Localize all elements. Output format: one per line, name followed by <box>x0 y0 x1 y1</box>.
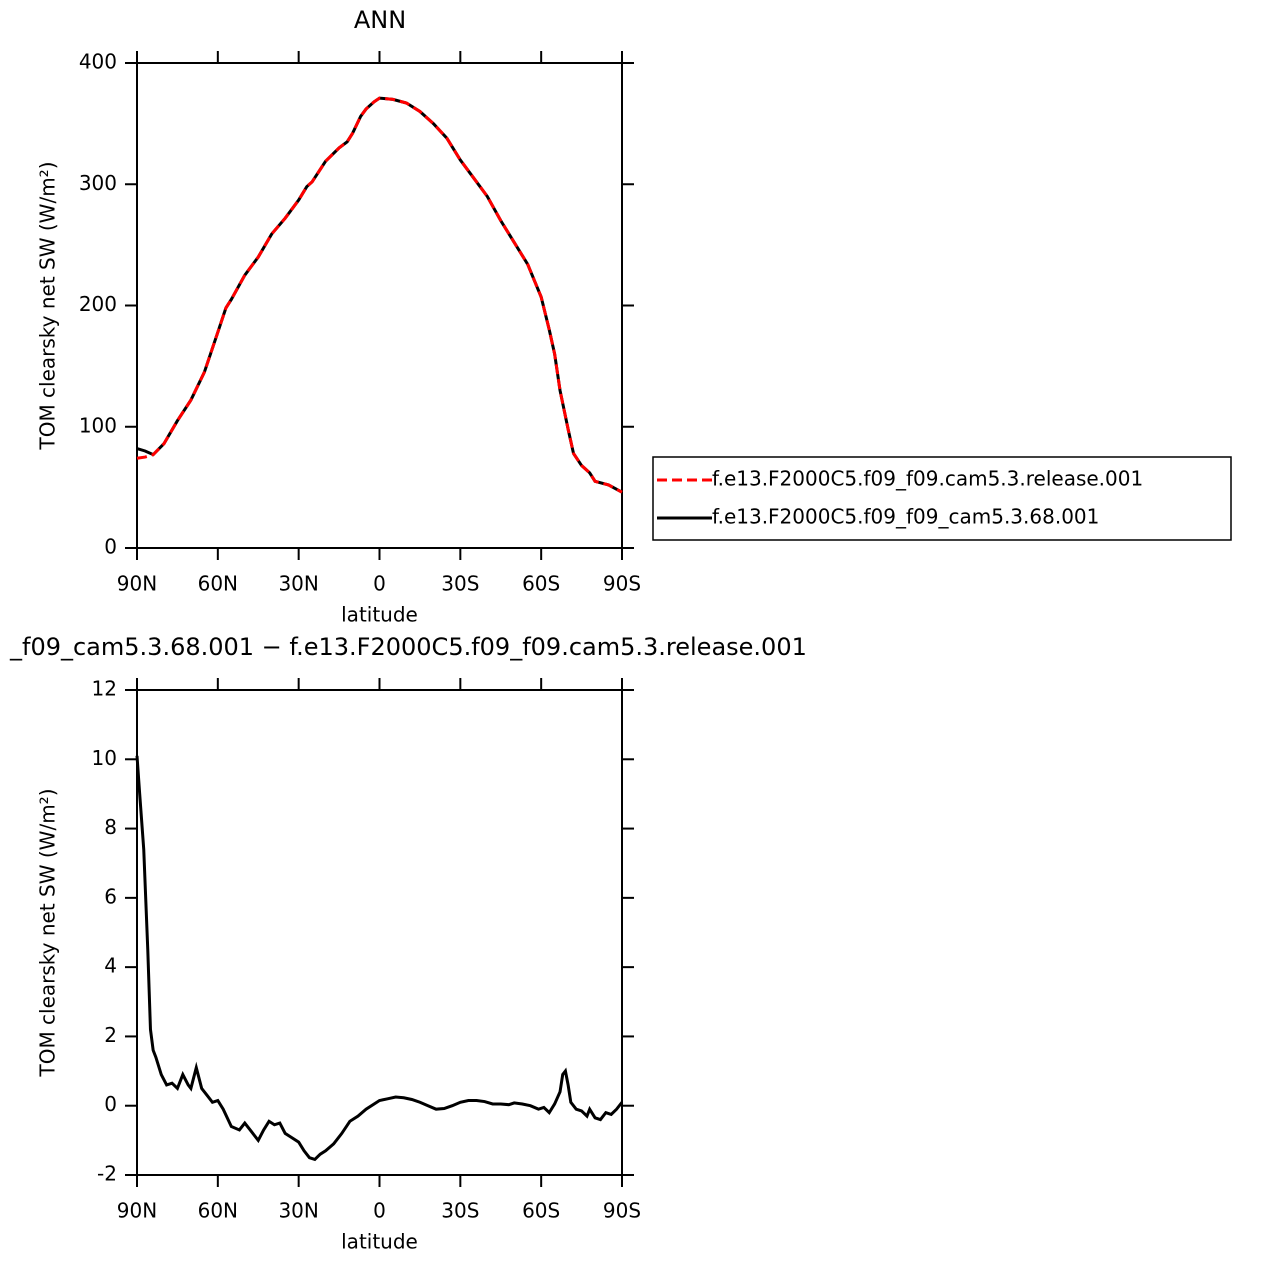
x-tick-label: 60S <box>522 1199 560 1223</box>
y-tick-label: 0 <box>104 535 117 559</box>
legend-box <box>652 456 1232 541</box>
x-tick-label: 60S <box>522 572 560 596</box>
x-axis-label: latitude <box>341 603 418 627</box>
x-tick-label: 30N <box>278 1199 318 1223</box>
y-tick-label: 10 <box>92 746 117 770</box>
x-tick-label: 60N <box>198 1199 238 1223</box>
x-axis-label: latitude <box>341 1230 418 1254</box>
y-axis-label: TOM clearsky net SW (W/m²) <box>36 161 60 450</box>
series-line <box>136 96 623 494</box>
plot-frame <box>136 62 623 549</box>
x-tick-label: 30S <box>441 572 479 596</box>
y-tick-label: 200 <box>79 292 117 316</box>
y-tick-label: -2 <box>97 1162 117 1186</box>
x-tick-label: 30S <box>441 1199 479 1223</box>
x-tick-label: 90S <box>603 572 641 596</box>
x-tick-label: 0 <box>373 572 386 596</box>
y-axis-label: TOM clearsky net SW (W/m²) <box>36 788 60 1077</box>
x-tick-label: 60N <box>198 572 238 596</box>
series-line <box>135 755 624 1162</box>
y-tick-label: 2 <box>104 1023 117 1047</box>
y-tick-label: 300 <box>79 171 117 195</box>
y-tick-label: 400 <box>79 50 117 74</box>
x-tick-label: 90S <box>603 1199 641 1223</box>
y-tick-label: 0 <box>104 1092 117 1116</box>
legend-label: f.e13.F2000C5.f09_f09_cam5.3.68.001 <box>712 505 1099 529</box>
y-tick-label: 100 <box>79 413 117 437</box>
series-line <box>136 96 623 494</box>
y-tick-label: 4 <box>104 954 117 978</box>
y-tick-label: 12 <box>92 677 117 701</box>
x-tick-label: 0 <box>373 1199 386 1223</box>
chart-title: ANN <box>354 6 406 34</box>
y-tick-label: 6 <box>104 884 117 908</box>
x-tick-label: 90N <box>117 572 157 596</box>
y-tick-label: 8 <box>104 815 117 839</box>
x-tick-label: 30N <box>278 572 318 596</box>
legend-label: f.e13.F2000C5.f09_f09.cam5.3.release.001 <box>712 467 1143 491</box>
chart-title: _f09_cam5.3.68.001 − f.e13.F2000C5.f09_f… <box>9 633 807 661</box>
x-tick-label: 90N <box>117 1199 157 1223</box>
